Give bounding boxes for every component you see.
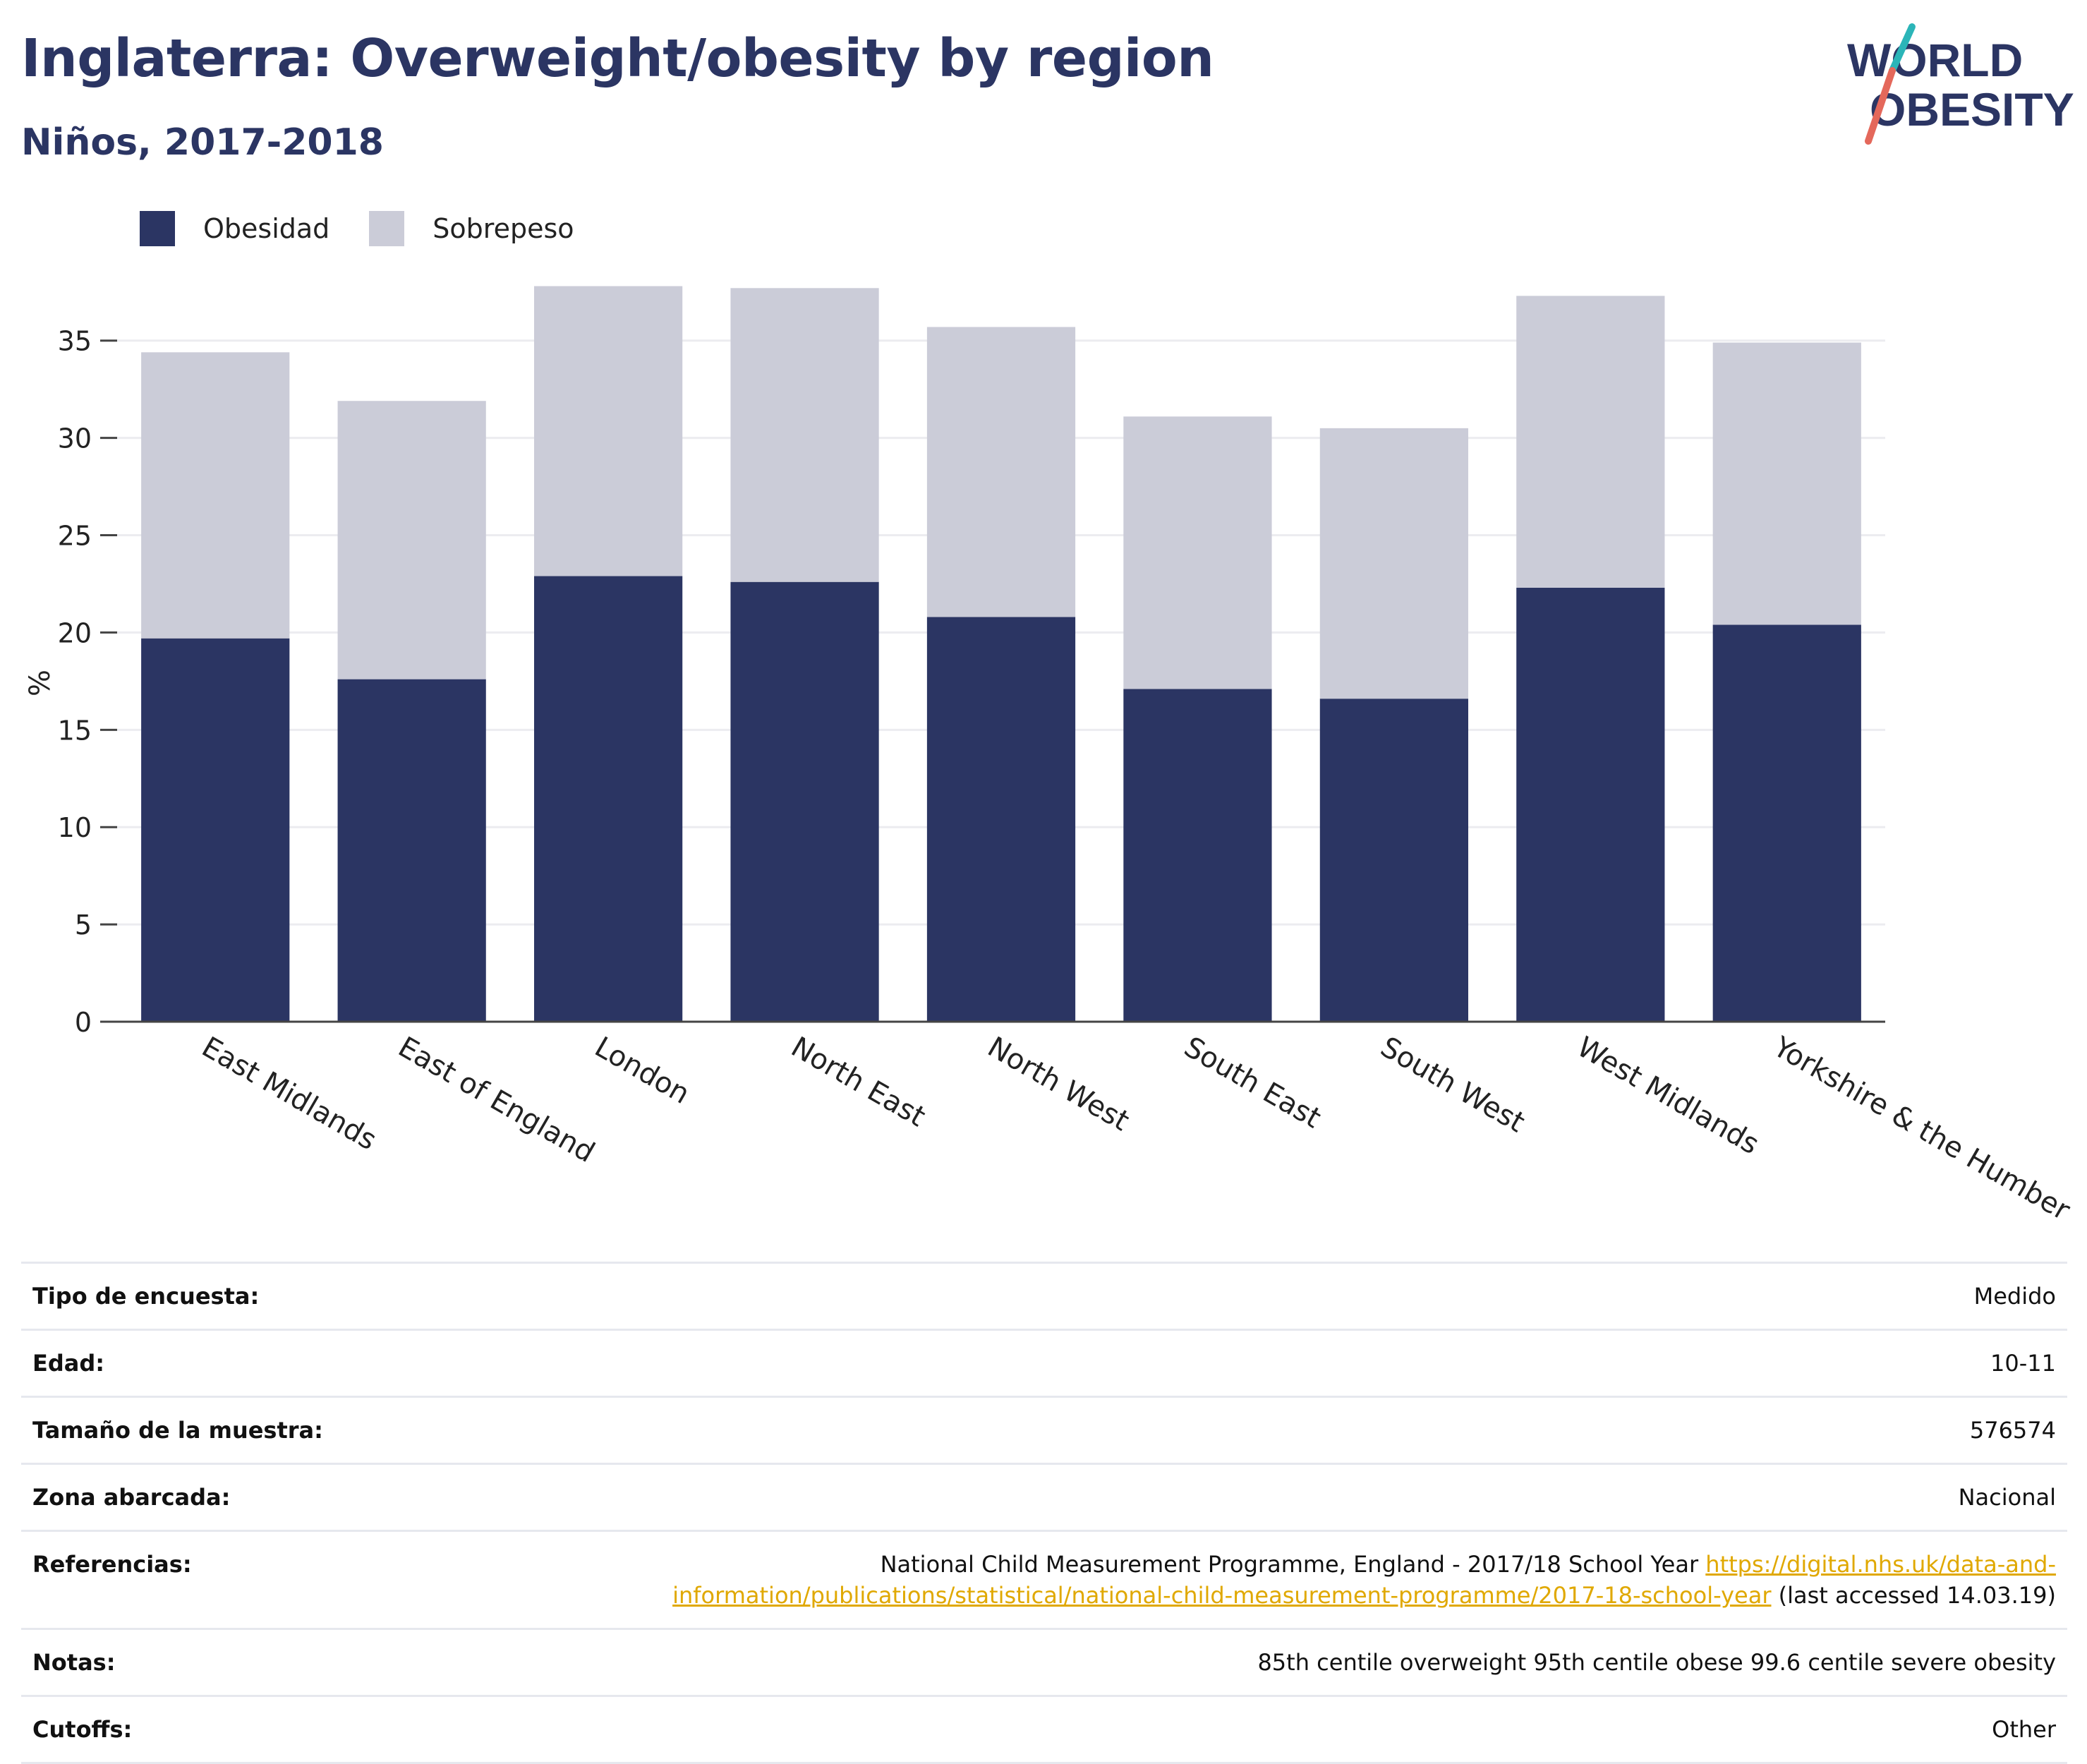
y-tick-label: 10 (58, 812, 92, 843)
survey-metadata-table: Tipo de encuesta: Medido Edad: 10-11 Tam… (21, 1262, 2067, 1764)
reference-suffix: (last accessed 14.03.19) (1778, 1582, 2056, 1609)
bar-obesidad-london (533, 576, 683, 1022)
bar-obesidad-north-west (926, 617, 1076, 1022)
bar-sobrepeso-south-west (1319, 428, 1469, 699)
meta-value: National Child Measurement Programme, En… (467, 1530, 2067, 1629)
y-tick-label: 30 (58, 423, 92, 454)
bar-sobrepeso-east-of-england (337, 401, 486, 679)
x-tick-label: South East (1178, 1031, 1326, 1135)
meta-row-sample-size: Tamaño de la muestra: 576574 (21, 1396, 2067, 1464)
chart-legend: Obesidad Sobrepeso (140, 209, 614, 248)
stacked-bar-chart: 0 5 10 15 20 25 30 35% East Midlands East of Engl… (24, 286, 2076, 1227)
legend-label-sobrepeso: Sobrepeso (432, 213, 574, 244)
y-tick-label: 20 (58, 617, 92, 648)
legend-item-obesidad[interactable]: Obesidad (140, 211, 329, 246)
bar-obesidad-east-of-england (337, 679, 486, 1022)
meta-row-area: Zona abarcada: Nacional (21, 1463, 2067, 1531)
meta-label: Tamaño de la muestra: (21, 1396, 467, 1464)
legend-item-sobrepeso[interactable]: Sobrepeso (369, 211, 574, 246)
chart-title: Inglaterra: Overweight/obesity by region (21, 28, 1214, 89)
meta-label: Cutoffs: (21, 1695, 467, 1764)
reference-text: National Child Measurement Programme, En… (880, 1551, 1699, 1578)
y-tick-label: 5 (75, 910, 92, 941)
meta-label: Zona abarcada: (21, 1463, 467, 1531)
x-tick-label: Yorkshire & the Humber (1767, 1030, 2076, 1227)
meta-row-survey-type: Tipo de encuesta: Medido (21, 1262, 2067, 1330)
meta-label: Referencias: (21, 1530, 467, 1629)
x-tick-label: South West (1375, 1031, 1530, 1139)
meta-row-cutoffs: Cutoffs: Other (21, 1695, 2067, 1764)
bar-sobrepeso-london (533, 286, 683, 576)
meta-value: Nacional (467, 1463, 2067, 1531)
x-tick-label: London (589, 1031, 695, 1111)
bar-sobrepeso-yorkshire-the-humber (1712, 342, 1861, 625)
x-tick-label: East Midlands (196, 1031, 382, 1156)
reference-link[interactable]: https://digital.nhs.uk/data-and-informat… (672, 1551, 2056, 1609)
logo-slash-teal (1889, 23, 1916, 74)
y-tick-label: 15 (58, 715, 92, 746)
meta-row-age: Edad: 10-11 (21, 1329, 2067, 1397)
meta-label: Tipo de encuesta: (21, 1262, 467, 1330)
meta-value: Other (467, 1695, 2067, 1764)
bar-sobrepeso-west-midlands (1516, 296, 1665, 588)
x-tick-label: West Midlands (1571, 1031, 1765, 1161)
legend-swatch-obesidad (140, 211, 175, 246)
meta-value: 85th centile overweight 95th centile obe… (467, 1628, 2067, 1696)
meta-row-references: Referencias: National Child Measurement … (21, 1530, 2067, 1629)
bar-obesidad-south-east (1123, 689, 1272, 1022)
bar-sobrepeso-east-midlands (141, 352, 290, 639)
x-tick-label: East of England (393, 1031, 600, 1169)
reference-link-line2: information/publications/statistical/nat… (672, 1582, 1772, 1609)
reference-link-line1: https://digital.nhs.uk/data-and- (1705, 1551, 2056, 1578)
bar-sobrepeso-south-east (1123, 416, 1272, 689)
meta-value: 576574 (467, 1396, 2067, 1464)
meta-value: Medido (467, 1262, 2067, 1330)
y-tick-label: 35 (58, 326, 92, 357)
x-tick-label: North East (786, 1031, 931, 1133)
world-obesity-logo: WORLD OBESITY (1847, 23, 2074, 145)
logo-line1: WORLD (1847, 34, 2023, 86)
meta-row-notes: Notas: 85th centile overweight 95th cent… (21, 1628, 2067, 1696)
bar-sobrepeso-north-east (730, 288, 879, 582)
legend-swatch-sobrepeso (369, 211, 405, 246)
x-tick-label: North West (982, 1031, 1135, 1137)
meta-label: Notas: (21, 1628, 467, 1696)
logo-slash-coral (1865, 67, 1896, 145)
bar-obesidad-south-west (1319, 699, 1469, 1022)
bar-obesidad-east-midlands (141, 638, 290, 1022)
bar-obesidad-north-east (730, 581, 879, 1022)
legend-label-obesidad: Obesidad (203, 213, 330, 244)
y-axis-label: % (24, 670, 56, 696)
bar-sobrepeso-north-west (926, 327, 1076, 617)
meta-label: Edad: (21, 1329, 467, 1397)
bar-obesidad-yorkshire-the-humber (1712, 624, 1861, 1022)
y-tick-label: 25 (58, 521, 92, 552)
bar-obesidad-west-midlands (1516, 587, 1665, 1022)
meta-value: 10-11 (467, 1329, 2067, 1397)
logo-line2: OBESITY (1870, 83, 2074, 135)
chart-subtitle: Niños, 2017-2018 (21, 121, 384, 164)
y-tick-label: 0 (75, 1007, 92, 1038)
